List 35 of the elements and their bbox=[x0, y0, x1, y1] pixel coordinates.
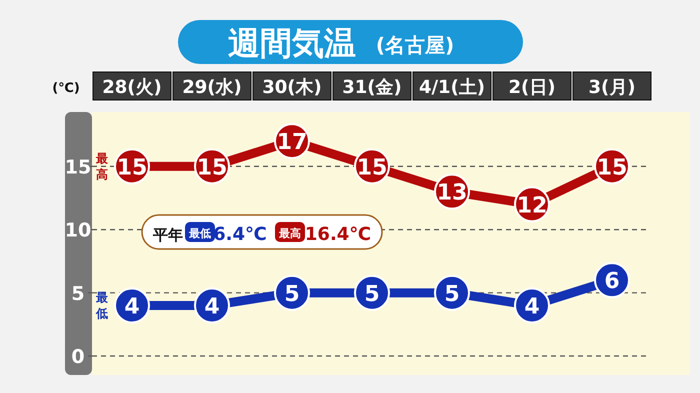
x-tick-label: 3(月) bbox=[588, 77, 636, 98]
data-label: 15 bbox=[196, 155, 228, 180]
data-label: 15 bbox=[596, 155, 628, 180]
annotation: 16.4℃ bbox=[304, 224, 372, 245]
x-tick-label: 2(日) bbox=[508, 77, 556, 98]
series-label: 最低 bbox=[95, 290, 108, 320]
data-label: 4 bbox=[124, 294, 140, 320]
data-label: 15 bbox=[356, 155, 388, 180]
y-tick-label: 5 bbox=[71, 282, 85, 305]
annotation: 6.4℃ bbox=[213, 224, 267, 245]
x-tick-label: 30(木) bbox=[262, 77, 322, 98]
chart-title: 週間気温 bbox=[228, 24, 356, 62]
data-label: 4 bbox=[524, 294, 540, 320]
data-label: 6 bbox=[604, 269, 620, 294]
annotation: 平年 bbox=[152, 226, 183, 244]
data-label: 15 bbox=[116, 155, 148, 180]
annotation: 最低 bbox=[188, 227, 211, 240]
data-label: 5 bbox=[444, 282, 460, 307]
data-label: 12 bbox=[516, 193, 548, 218]
annotation: 最高 bbox=[278, 227, 301, 240]
y-tick-label: 15 bbox=[64, 156, 92, 178]
chart-subtitle: (名古屋) bbox=[376, 33, 454, 57]
data-label: 13 bbox=[436, 180, 468, 206]
data-label: 4 bbox=[204, 294, 220, 320]
series-label: 最高 bbox=[95, 151, 108, 182]
y-tick-label: 10 bbox=[64, 220, 92, 242]
data-label: 17 bbox=[276, 130, 308, 156]
x-tick-label: 28(火) bbox=[102, 77, 162, 98]
data-label: 5 bbox=[284, 282, 300, 307]
y-axis-title: (℃) bbox=[52, 81, 80, 96]
x-tick-label: 29(水) bbox=[182, 77, 242, 98]
x-tick-label: 4/1(土) bbox=[418, 77, 486, 98]
data-label: 5 bbox=[364, 282, 380, 307]
x-tick-label: 31(金) bbox=[342, 77, 402, 98]
y-tick-label: 0 bbox=[71, 346, 85, 368]
